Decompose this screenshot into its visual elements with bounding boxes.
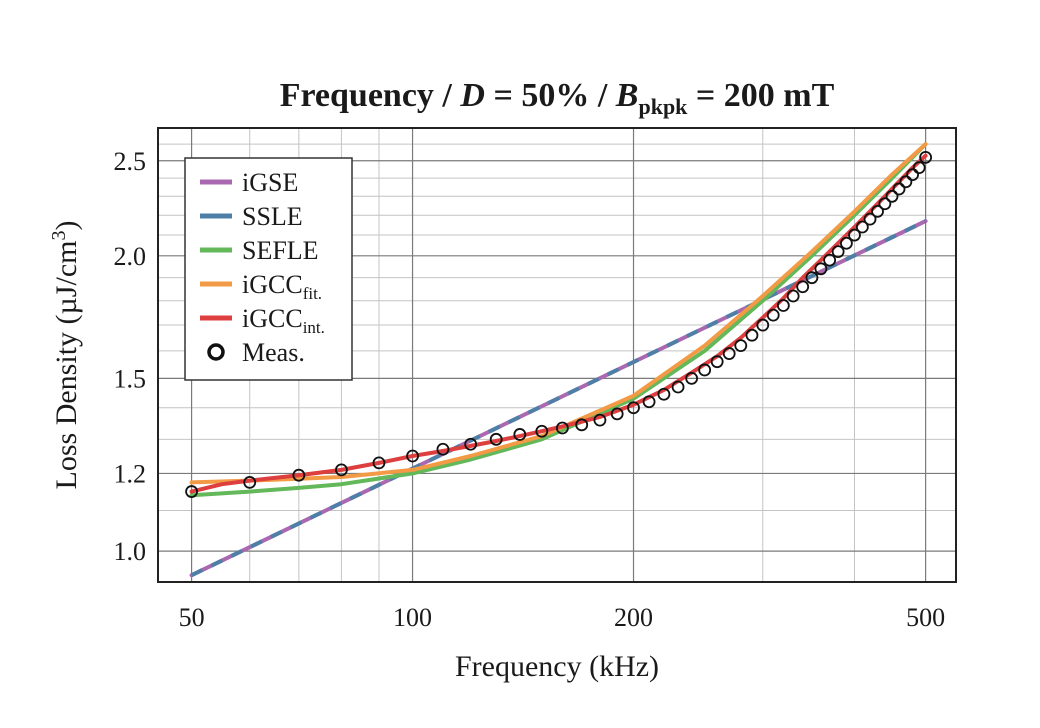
meas-point [464,437,478,451]
meas-point [722,347,736,360]
meas-point [871,204,884,218]
meas-point [685,371,699,385]
meas-point [855,220,869,234]
title-part-2: = 50% / [485,77,616,114]
y-tick-label: 2.5 [114,147,147,176]
meas-point [292,468,306,482]
y-axis-label-close: ) [50,221,83,231]
meas-point [698,363,712,377]
plot-frame [157,127,957,583]
title-part-3: = 200 mT [687,77,834,114]
meas-point [912,161,926,175]
meas-point [878,197,892,211]
meas-point [372,456,386,470]
chart-title: Frequency / D = 50% / Bpkpk = 200 mT [280,77,835,119]
meas-point [185,485,198,498]
meas-point [906,168,920,182]
meas-point [335,463,348,477]
x-tick-label: 50 [179,603,205,632]
meas-point [513,428,527,441]
y-axis-label: Loss Density (µJ/cm3) [48,221,83,490]
meas-point [243,475,257,489]
meas-point [766,308,780,322]
meas-point [734,339,748,352]
meas-point [776,299,790,312]
meas-point [555,421,569,435]
meas-point [657,387,671,401]
meas-point [919,150,933,164]
meas-point [848,228,861,242]
meas-point [840,236,853,250]
meas-point [593,413,607,427]
meas-point [710,355,724,369]
x-tick-label: 100 [393,603,432,632]
title-d: D [459,77,485,114]
series-line-igcc-fit [189,142,928,485]
meas-point [831,245,845,258]
series-line-ssle [190,219,927,578]
title-b-sub: pkpk [638,94,688,119]
meas-point [627,401,640,415]
meas-point [671,380,685,394]
y-tick-label: 1.5 [114,364,147,393]
x-tick-label: 500 [906,603,945,632]
legend-label-igcc-fit: iGCCfit. [242,270,322,303]
meas-point [575,418,589,432]
meas-point [489,432,503,446]
meas-point [885,189,899,203]
y-axis-ticks: 1.0 1.2 1.5 2.0 2.5 [114,147,147,566]
y-tick-label: 1.0 [114,537,147,566]
meas-point [863,212,877,226]
y-axis-label-main: Loss Density (µJ/cm [50,241,83,490]
meas-point [823,253,837,267]
legend-label-ssle: SSLE [242,202,303,231]
legend-label-sefle: SEFLE [242,236,319,265]
legend-label-igse: iGSE [242,168,298,197]
meas-point [786,289,800,303]
legend-label-meas: Meas. [242,338,305,367]
title-b: B [615,77,639,114]
y-tick-label: 2.0 [114,242,147,271]
meas-point [892,182,906,196]
legend: iGSE SSLE SEFLE iGCCfit.iGCCint.Meas. [184,157,353,381]
x-axis-label: Frequency (kHz) [455,650,659,683]
meas-point [436,442,450,456]
y-axis-label-sup: 3 [48,231,70,241]
meas-point [610,407,624,421]
legend-swatch-meas [207,343,225,361]
legend-label-igcc-int: iGCCint. [242,304,325,337]
meas-point [899,175,913,189]
y-tick-label: 1.2 [114,459,147,488]
meas-point [814,262,828,276]
meas-point [406,449,419,463]
meas-point [535,424,549,438]
x-axis-ticks: 50 100 200 500 [179,603,946,632]
meas-point [805,271,819,285]
title-part-1: Frequency / [280,77,461,114]
meas-point [756,318,770,332]
meas-point [796,280,810,294]
x-tick-label: 200 [614,603,653,632]
meas-point [745,328,759,342]
meas-point [642,395,656,409]
legend-box [184,157,353,381]
series-group [185,142,933,578]
